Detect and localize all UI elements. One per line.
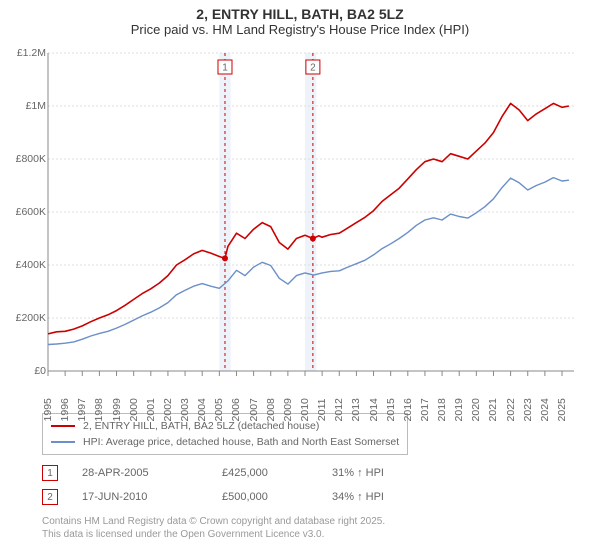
x-tick-label: 2005	[213, 398, 225, 421]
marker-price: £425,000	[222, 467, 332, 479]
x-tick-label: 2017	[419, 398, 431, 421]
marker-row: 2 17-JUN-2010£500,00034% ↑ HPI	[42, 485, 592, 509]
legend-row: HPI: Average price, detached house, Bath…	[51, 434, 399, 450]
footer-line: This data is licensed under the Open Gov…	[42, 528, 592, 541]
x-tick-label: 2010	[299, 398, 311, 421]
x-tick-label: 2014	[368, 398, 380, 421]
x-tick-label: 2004	[196, 398, 208, 421]
x-tick-label: 2016	[402, 398, 414, 421]
x-tick-label: 2012	[333, 398, 345, 421]
x-tick-label: 2006	[230, 398, 242, 421]
x-tick-label: 2019	[453, 398, 465, 421]
x-tick-label: 1995	[42, 398, 54, 421]
x-tick-label: 2013	[350, 398, 362, 421]
legend-swatch	[51, 425, 75, 427]
x-tick-label: 2020	[470, 398, 482, 421]
x-tick-label: 2003	[179, 398, 191, 421]
marker-price: £500,000	[222, 491, 332, 503]
x-tick-label: 2023	[522, 398, 534, 421]
x-tick-label: 2021	[487, 398, 499, 421]
x-tick-label: 2018	[436, 398, 448, 421]
x-tick-label: 1996	[59, 398, 71, 421]
y-tick-label: £400K	[8, 259, 46, 271]
x-tick-label: 2000	[128, 398, 140, 421]
x-tick-label: 2009	[282, 398, 294, 421]
marker-date: 17-JUN-2010	[82, 491, 222, 503]
y-tick-label: £600K	[8, 206, 46, 218]
x-tick-label: 2008	[265, 398, 277, 421]
y-tick-label: £800K	[8, 153, 46, 165]
y-tick-label: £1M	[8, 100, 46, 112]
x-tick-label: 2022	[505, 398, 517, 421]
marker-index-box: 2	[42, 489, 58, 505]
x-tick-label: 1998	[93, 398, 105, 421]
price-chart: 12 £0£200K£400K£600K£800K£1M£1.2M1995199…	[8, 43, 580, 405]
x-tick-label: 2007	[248, 398, 260, 421]
marker-delta: 34% ↑ HPI	[332, 491, 384, 503]
chart-subtitle: Price paid vs. HM Land Registry's House …	[8, 22, 592, 37]
x-tick-label: 2001	[145, 398, 157, 421]
marker-index-box: 1	[42, 465, 58, 481]
x-tick-label: 2025	[556, 398, 568, 421]
marker-date: 28-APR-2005	[82, 467, 222, 479]
x-tick-label: 2011	[316, 399, 328, 422]
y-tick-label: £0	[8, 365, 46, 377]
y-tick-label: £200K	[8, 312, 46, 324]
x-tick-label: 2002	[162, 398, 174, 421]
marker-delta: 31% ↑ HPI	[332, 467, 384, 479]
footer-attribution: Contains HM Land Registry data © Crown c…	[42, 515, 592, 541]
footer-line: Contains HM Land Registry data © Crown c…	[42, 515, 592, 528]
marker-row: 1 28-APR-2005£425,00031% ↑ HPI	[42, 461, 592, 485]
legend-swatch	[51, 441, 75, 443]
x-tick-label: 1997	[76, 398, 88, 421]
address-title: 2, ENTRY HILL, BATH, BA2 5LZ	[8, 6, 592, 22]
y-tick-label: £1.2M	[8, 47, 46, 59]
svg-text:1: 1	[222, 63, 228, 74]
svg-text:2: 2	[310, 63, 316, 74]
plot-area: 12	[48, 53, 574, 371]
x-tick-label: 2024	[539, 398, 551, 421]
markers-table: 1 28-APR-2005£425,00031% ↑ HPI 2 17-JUN-201…	[42, 461, 592, 509]
legend-text: HPI: Average price, detached house, Bath…	[83, 434, 399, 450]
x-tick-label: 2015	[385, 398, 397, 421]
x-tick-label: 1999	[111, 398, 123, 421]
